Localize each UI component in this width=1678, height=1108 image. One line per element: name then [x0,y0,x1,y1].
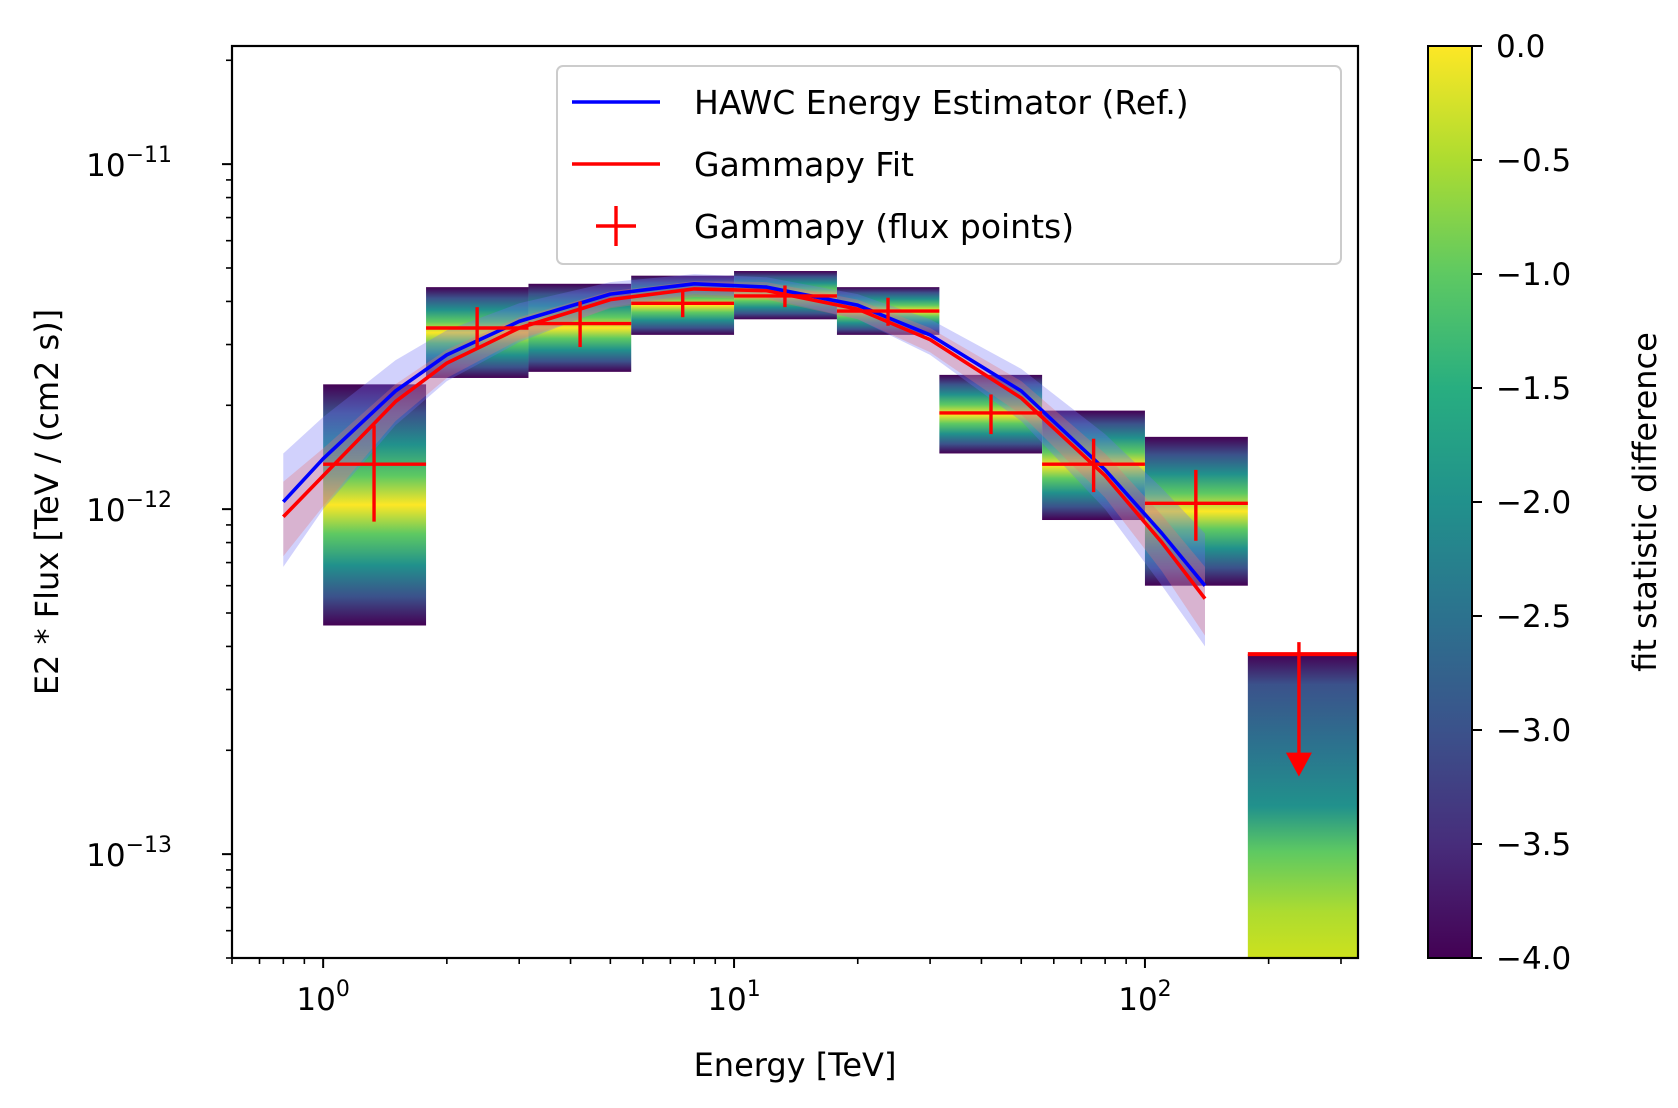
colorbar-tick-label: −4.0 [1496,941,1571,977]
colorbar-tick-label: −3.5 [1496,827,1571,863]
colorbar-tick-label: −2.0 [1496,485,1571,521]
legend: HAWC Energy Estimator (Ref.) Gammapy Fit G… [556,65,1342,265]
x-tick-label-base: 10 [1118,982,1157,1018]
x-tick-label: 101 [707,977,760,1018]
legend-label-1: Gammapy Fit [694,145,914,184]
upper-limit-arrow-0 [1285,752,1312,777]
y-tick-label-exp: −13 [126,833,172,858]
y-tick-label-exp: −12 [126,488,172,513]
legend-label-2: Gammapy (flux points) [694,207,1074,246]
y-axis-label: E2 * Flux [TeV / (cm2 s)] [28,309,66,695]
colorbar-ticks: 0.0 −0.5 −1.0 −1.5 −2.0 −2.5 −3.0 −3.5 −4.0 [1472,29,1571,977]
x-axis-label: Energy [TeV] [694,1046,897,1084]
model-line-0 [281,282,1207,587]
y-tick-label-base: 10 [86,148,125,184]
y-tick-label: 10−12 [86,488,172,529]
y-tick-label-base: 10 [86,493,125,529]
x-axis: 100 101 102 [231,958,1342,1018]
plot-frame [230,44,1360,960]
colorbar-label: fit statistic difference [1626,332,1664,672]
x-tick-label-base: 10 [707,982,746,1018]
upper-limit-profile-0 [1247,654,1358,958]
colorbar-tick-label: −1.0 [1496,257,1571,293]
x-tick-label-exp: 1 [747,977,761,1002]
x-tick-label-base: 10 [296,982,335,1018]
y-tick-label: 10−11 [86,143,172,184]
x-tick-label: 102 [1118,977,1171,1018]
x-tick-label-exp: 0 [336,977,350,1002]
colorbar-tick-label: 0.0 [1496,29,1545,65]
colorbar-tick-label: −0.5 [1496,143,1571,179]
y-tick-label-base: 10 [86,838,125,874]
colorbar-tick-label: −2.5 [1496,599,1571,635]
colorbar-tick-label: −1.5 [1496,371,1571,407]
colorbar-tick-label: −3.0 [1496,713,1571,749]
y-tick-label: 10−13 [86,833,172,874]
colorbar [1427,45,1473,959]
x-tick-label: 100 [296,977,349,1018]
legend-label-0: HAWC Energy Estimator (Ref.) [694,83,1189,122]
x-tick-label-exp: 2 [1158,977,1172,1002]
y-tick-label-exp: −11 [126,143,172,168]
flux-points [323,285,1358,777]
legend-box [556,65,1342,265]
